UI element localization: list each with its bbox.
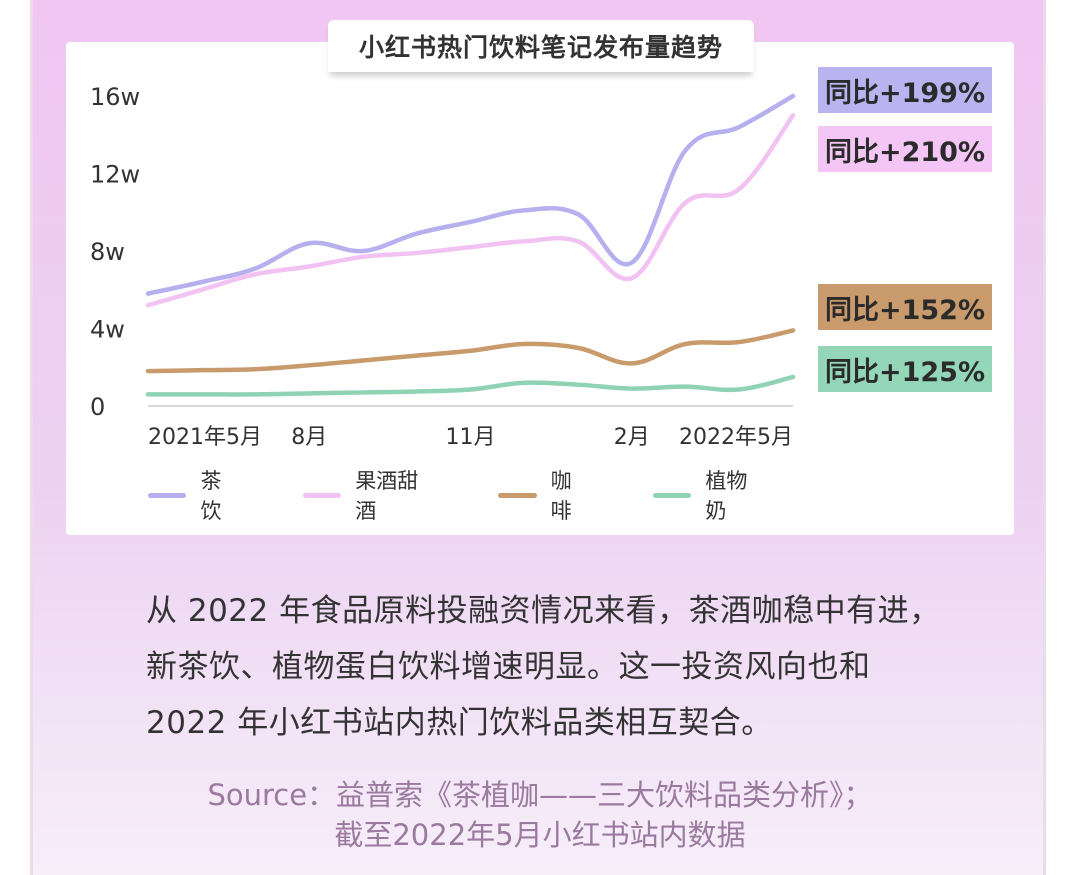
y-tick-label: 8w [90, 238, 125, 266]
legend-item-plant-milk: 植物奶 [652, 465, 766, 525]
yoy-badge-plant-milk: 同比+125% [818, 346, 992, 392]
x-tick-label: 11月 [446, 425, 496, 450]
chart-legend: 茶饮 果酒甜酒 咖啡 植物奶 [148, 469, 828, 523]
legend-item-fruit-wine: 果酒甜酒 [302, 465, 436, 525]
yoy-badge-fruit-wine: 同比+210% [818, 126, 992, 172]
x-tick-label: 8月 [291, 425, 327, 450]
legend-swatch [652, 492, 692, 498]
legend-label: 果酒甜酒 [355, 469, 419, 523]
x-tick-label: 2月 [614, 425, 650, 450]
description-line: 从 2022 年食品原料投融资情况来看，茶酒咖稳中有进， [146, 593, 941, 629]
series-line-coffee [145, 328, 796, 374]
series-line-plant-milk [145, 374, 796, 397]
legend-label: 茶饮 [200, 469, 222, 523]
source-note: Source：益普索《茶植咖——三大饮料品类分析》； 截至2022年5月小红书站… [0, 775, 1080, 855]
chart-title: 小红书热门饮料笔记发布量趋势 [328, 20, 754, 72]
legend-swatch [302, 492, 342, 498]
series-line-fruit-wine [145, 113, 796, 308]
legend-swatch [498, 492, 537, 498]
y-tick-label: 12w [90, 161, 140, 189]
legend-swatch [148, 492, 187, 498]
y-tick-label: 16w [90, 83, 140, 111]
x-tick-label: 2021年5月 [148, 425, 262, 450]
description-line: 2022 年小红书站内热门饮料品类相互契合。 [146, 705, 773, 741]
yoy-badge-coffee: 同比+152% [818, 284, 992, 330]
legend-item-tea: 茶饮 [148, 465, 241, 525]
legend-label: 植物奶 [705, 469, 748, 523]
description-paragraph: 从 2022 年食品原料投融资情况来看，茶酒咖稳中有进， 新茶饮、植物蛋白饮料增… [146, 583, 986, 751]
source-line: Source：益普索《茶植咖——三大饮料品类分析》； [207, 778, 873, 812]
yoy-badge-tea: 同比+199% [818, 67, 992, 113]
legend-label: 咖啡 [550, 469, 572, 523]
source-line: 截至2022年5月小红书站内数据 [334, 818, 746, 852]
legend-item-coffee: 咖啡 [498, 465, 591, 525]
x-tick-label: 2022年5月 [679, 425, 793, 450]
y-tick-label: 4w [90, 316, 125, 344]
series-line-tea [145, 93, 796, 296]
description-line: 新茶饮、植物蛋白饮料增速明显。这一投资风向也和 [146, 649, 871, 685]
y-tick-label: 0 [90, 393, 105, 421]
